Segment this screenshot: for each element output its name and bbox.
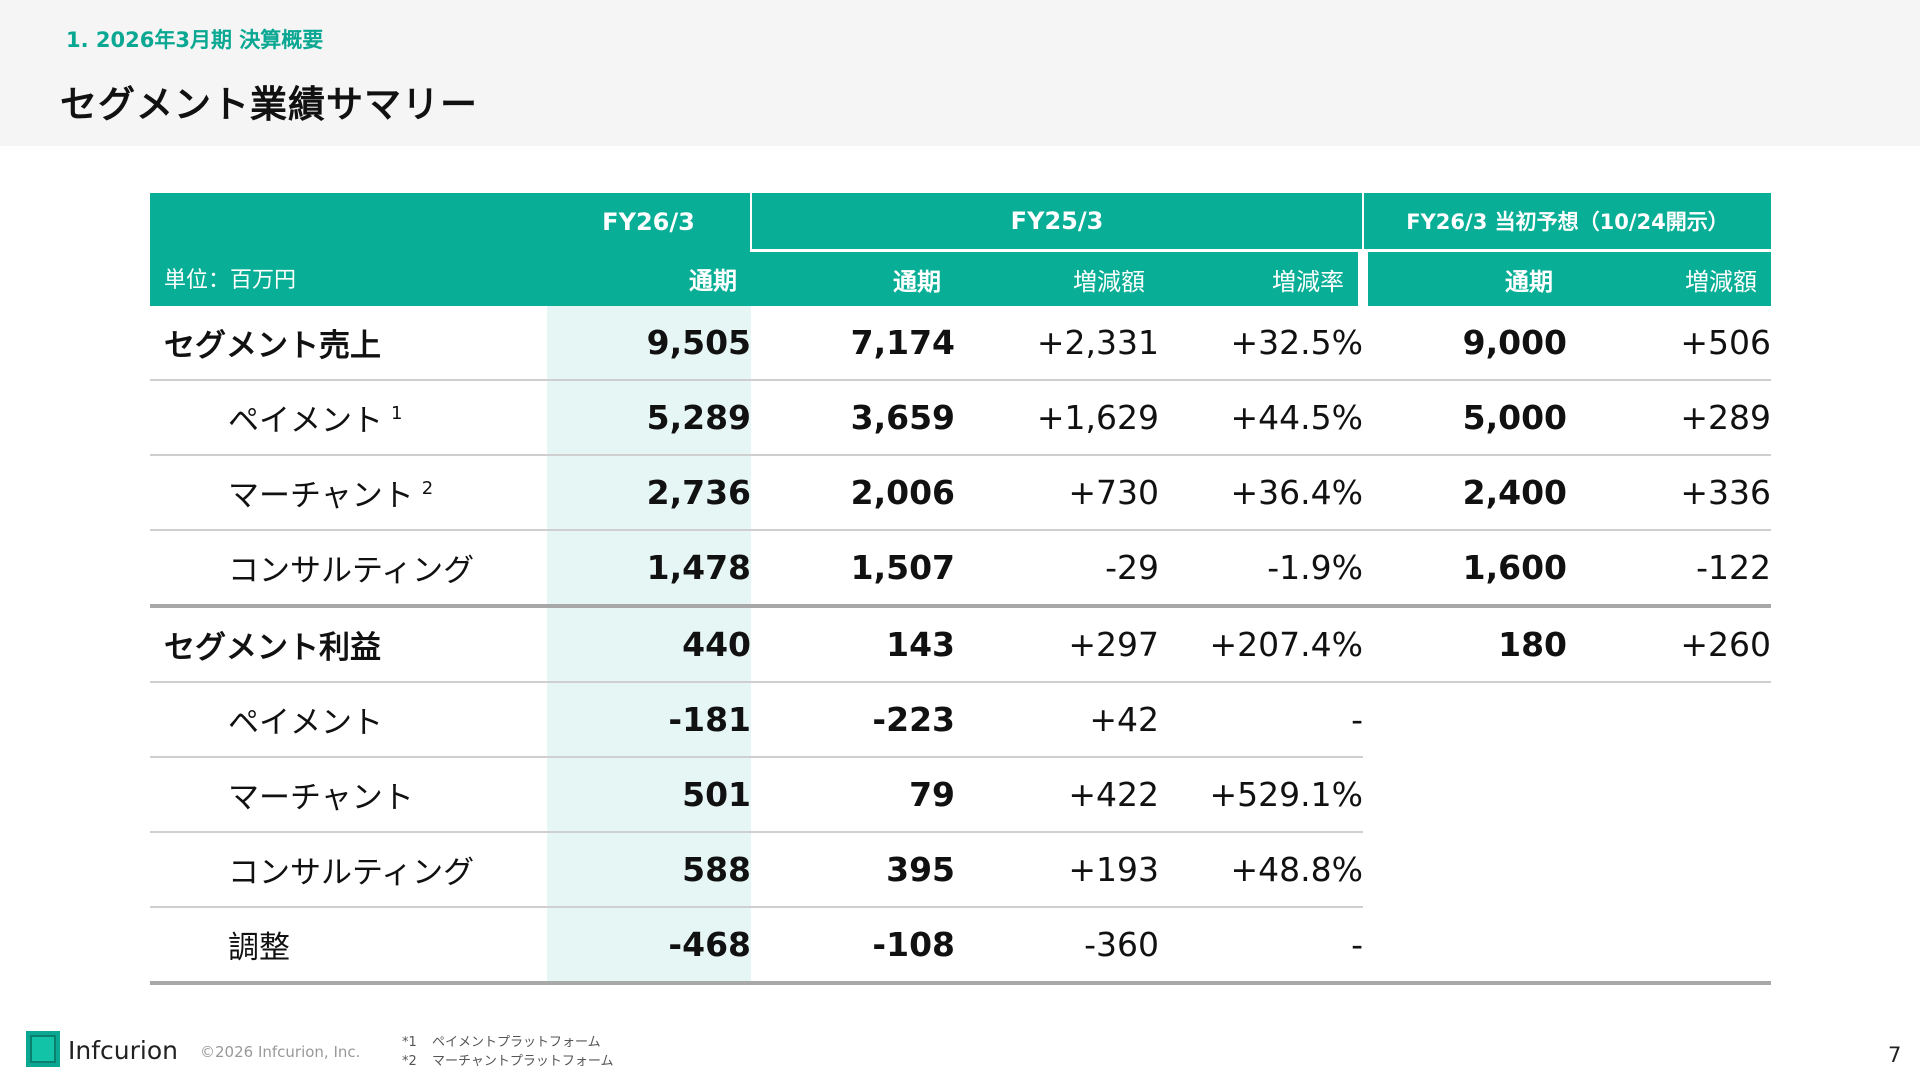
cell-fy25-change: +422 bbox=[955, 757, 1159, 833]
col-header-forecast-change: 増減額 bbox=[1567, 249, 1771, 306]
cell-fy25-rate: +48.8% bbox=[1159, 832, 1363, 908]
brand-name: Infcurion bbox=[68, 1036, 178, 1065]
cell-fy25-full: 143 bbox=[751, 606, 955, 683]
copyright: ©2026 Infcurion, Inc. bbox=[200, 1043, 361, 1061]
cell-forecast-change bbox=[1567, 757, 1771, 832]
page-number: 7 bbox=[1888, 1043, 1902, 1067]
row-label: ペイメント 1 bbox=[150, 380, 547, 456]
page-title: セグメント業績サマリー bbox=[60, 83, 478, 126]
cell-fy25-rate: +529.1% bbox=[1159, 757, 1363, 833]
row-label: コンサルティング bbox=[150, 832, 547, 908]
table-group-header-row: FY26/3 FY25/3 FY26/3 当初予想（10/24開示） bbox=[150, 193, 1771, 251]
table-row: マーチャント 501 79 +422 +529.1% bbox=[150, 757, 1771, 833]
cell-fy25-full: -223 bbox=[751, 682, 955, 758]
cell-forecast-change bbox=[1567, 907, 1771, 985]
cell-fy25-rate: -1.9% bbox=[1159, 530, 1363, 608]
cell-forecast-full: 9,000 bbox=[1363, 306, 1567, 381]
header-fy26: FY26/3 bbox=[547, 193, 751, 251]
cell-fy26-full: 588 bbox=[547, 832, 751, 908]
table-row: セグメント利益 440 143 +297 +207.4% 180 +260 bbox=[150, 606, 1771, 683]
row-label: マーチャント 2 bbox=[150, 455, 547, 531]
cell-forecast-full: 2,400 bbox=[1363, 455, 1567, 531]
table-row: マーチャント 2 2,736 2,006 +730 +36.4% 2,400 +3… bbox=[150, 455, 1771, 531]
header-band: 1. 2026年3月期 決算概要 セグメント業績サマリー bbox=[0, 0, 1920, 146]
table-row: ペイメント 1 5,289 3,659 +1,629 +44.5% 5,000 +… bbox=[150, 380, 1771, 456]
row-label: セグメント売上 bbox=[150, 306, 547, 381]
table-row: 調整 -468 -108 -360 - bbox=[150, 907, 1771, 985]
cell-fy25-full: -108 bbox=[751, 907, 955, 985]
cell-fy25-change: +730 bbox=[955, 455, 1159, 531]
footnote-mark: 1 bbox=[391, 403, 403, 424]
infcurion-logo-icon bbox=[26, 1031, 60, 1067]
cell-forecast-full: 1,600 bbox=[1363, 530, 1567, 608]
cell-forecast-change: +289 bbox=[1567, 380, 1771, 456]
cell-fy25-rate: +32.5% bbox=[1159, 306, 1363, 381]
table-row: コンサルティング 588 395 +193 +48.8% bbox=[150, 832, 1771, 908]
cell-fy25-rate: +36.4% bbox=[1159, 455, 1363, 531]
cell-fy26-full: -468 bbox=[547, 907, 751, 985]
cell-forecast-change: +506 bbox=[1567, 306, 1771, 381]
table-row: ペイメント -181 -223 +42 - bbox=[150, 682, 1771, 758]
footnote-mark: 2 bbox=[421, 478, 434, 499]
cell-forecast-full: 5,000 bbox=[1363, 380, 1567, 456]
cell-forecast-full: 180 bbox=[1363, 606, 1567, 683]
unit-label: 単位：百万円 bbox=[150, 250, 547, 306]
cell-forecast-full bbox=[1363, 907, 1567, 985]
cell-forecast-change: +260 bbox=[1567, 606, 1771, 683]
cell-fy26-full: 501 bbox=[547, 757, 751, 833]
segment-summary-table: FY26/3 FY25/3 FY26/3 当初予想（10/24開示） 単位：百万… bbox=[150, 193, 1771, 985]
footnote: *1 ペイメントプラットフォーム bbox=[402, 1035, 601, 1050]
col-header-fy25-full: 通期 bbox=[751, 249, 955, 306]
cell-fy26-full: 9,505 bbox=[547, 306, 751, 381]
cell-fy26-full: 1,478 bbox=[547, 530, 751, 608]
section-subtitle: 1. 2026年3月期 決算概要 bbox=[66, 28, 324, 52]
cell-fy26-full: -181 bbox=[547, 682, 751, 758]
header-fy25: FY25/3 bbox=[750, 193, 1364, 251]
col-header-fy25-change: 増減額 bbox=[955, 249, 1159, 306]
cell-fy26-full: 440 bbox=[547, 606, 751, 683]
table-row: コンサルティング 1,478 1,507 -29 -1.9% 1,600 -12… bbox=[150, 530, 1771, 608]
cell-fy25-full: 2,006 bbox=[751, 455, 955, 531]
cell-fy25-full: 79 bbox=[751, 757, 955, 833]
cell-forecast-change: +336 bbox=[1567, 455, 1771, 531]
cell-forecast-change bbox=[1567, 682, 1771, 757]
cell-fy25-full: 7,174 bbox=[751, 306, 955, 381]
cell-fy25-rate: +44.5% bbox=[1159, 380, 1363, 456]
cell-fy25-full: 1,507 bbox=[751, 530, 955, 608]
col-header-fy25-rate: 増減率 bbox=[1159, 249, 1368, 306]
row-label: セグメント利益 bbox=[150, 606, 547, 683]
row-label: 調整 bbox=[150, 907, 547, 985]
table-row: セグメント売上 9,505 7,174 +2,331 +32.5% 9,000 … bbox=[150, 306, 1771, 381]
cell-fy25-rate: - bbox=[1159, 907, 1363, 985]
cell-fy26-full: 2,736 bbox=[547, 455, 751, 531]
cell-forecast-full bbox=[1363, 832, 1567, 907]
cell-fy26-full: 5,289 bbox=[547, 380, 751, 456]
col-header-forecast-full: 通期 bbox=[1363, 249, 1567, 306]
row-label: コンサルティング bbox=[150, 530, 547, 608]
table-column-header-row: 単位：百万円 通期 通期 増減額 増減率 通期 増減額 bbox=[150, 249, 1771, 306]
footnote: *2 マーチャントプラットフォーム bbox=[402, 1054, 614, 1069]
cell-fy25-rate: - bbox=[1159, 682, 1363, 758]
cell-forecast-full bbox=[1363, 682, 1567, 757]
cell-fy25-full: 395 bbox=[751, 832, 955, 908]
cell-forecast-change: -122 bbox=[1567, 530, 1771, 608]
cell-fy25-change: +42 bbox=[955, 682, 1159, 758]
cell-fy25-rate: +207.4% bbox=[1159, 606, 1363, 683]
cell-forecast-change bbox=[1567, 832, 1771, 907]
cell-fy25-change: +2,331 bbox=[955, 306, 1159, 381]
row-label: マーチャント bbox=[150, 757, 547, 833]
header-forecast: FY26/3 当初予想（10/24開示） bbox=[1363, 193, 1771, 251]
cell-fy25-change: -29 bbox=[955, 530, 1159, 608]
cell-fy25-change: +297 bbox=[955, 606, 1159, 683]
cell-forecast-full bbox=[1363, 757, 1567, 832]
footnotes: *1 ペイメントプラットフォーム *2 マーチャントプラットフォーム bbox=[402, 1033, 613, 1071]
cell-fy25-full: 3,659 bbox=[751, 380, 955, 456]
cell-fy25-change: +193 bbox=[955, 832, 1159, 908]
row-label: ペイメント bbox=[150, 682, 547, 758]
cell-fy25-change: -360 bbox=[955, 907, 1159, 985]
cell-fy25-change: +1,629 bbox=[955, 380, 1159, 456]
header-corner bbox=[150, 193, 547, 251]
col-header-fy26-full: 通期 bbox=[547, 250, 751, 306]
